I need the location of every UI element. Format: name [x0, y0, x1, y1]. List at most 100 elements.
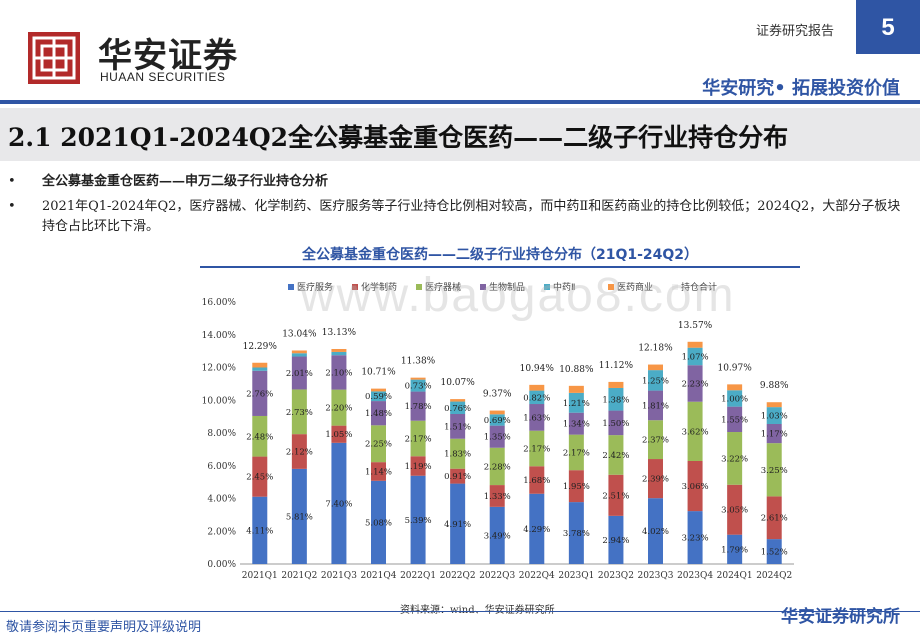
segment-value-label: 1.51%: [444, 422, 471, 432]
bar-segment: [568, 502, 584, 564]
bar-segment: [252, 415, 268, 457]
bar-segment: [331, 425, 347, 443]
segment-value-label: 2.10%: [325, 368, 352, 378]
bar-segment: [529, 466, 545, 494]
total-value-label: 11.38%: [401, 357, 436, 367]
bar-segment: [727, 406, 743, 433]
bar-segment: [371, 401, 386, 426]
bar-segment: [410, 456, 426, 476]
total-value-label: 13.13%: [322, 328, 357, 338]
bar-segment: [727, 384, 743, 391]
segment-value-label: 2.39%: [642, 475, 669, 485]
source-note: 资料来源：wind、华安证券研究所: [400, 601, 555, 616]
bar-segment: [529, 493, 545, 564]
bar-segment: [291, 353, 307, 357]
bar-segment: [252, 370, 268, 416]
bar-segment: [529, 404, 545, 431]
segment-value-label: 0.73%: [405, 382, 432, 392]
segment-value-label: 3.62%: [682, 427, 709, 437]
x-category-label: 2024Q2: [756, 571, 792, 581]
total-value-label: 9.88%: [760, 381, 789, 391]
segment-value-label: 1.35%: [484, 433, 511, 443]
total-value-label: 12.29%: [243, 342, 278, 352]
bar-segment: [766, 539, 782, 564]
y-tick-label: 2.00%: [207, 527, 236, 537]
total-value-label: 10.97%: [717, 363, 752, 373]
y-tick-label: 10.00%: [202, 396, 237, 406]
header-divider: [0, 100, 920, 104]
bar-segment: [371, 388, 386, 392]
bar-segment: [687, 401, 703, 462]
segment-value-label: 4.29%: [523, 525, 550, 535]
bar-segment: [489, 506, 505, 564]
y-tick-label: 14.00%: [202, 331, 237, 341]
bar-segment: [371, 462, 386, 481]
watermark: www.baogao8.com: [300, 269, 736, 322]
segment-value-label: 0.82%: [523, 393, 550, 403]
segment-value-label: 1.07%: [682, 352, 709, 362]
bar-segment: [766, 423, 782, 444]
bar-segment: [727, 534, 743, 564]
legend-swatch: [480, 284, 486, 290]
bar-segment: [568, 412, 584, 435]
segment-value-label: 1.17%: [761, 430, 788, 440]
segment-value-label: 1.48%: [365, 409, 392, 419]
bar-segment: [529, 430, 545, 467]
bar-segment: [252, 367, 268, 371]
y-tick-label: 12.00%: [202, 364, 237, 374]
disclaimer-link[interactable]: 敬请参阅末页重要声明及评级说明: [6, 620, 202, 635]
total-value-label: 10.94%: [520, 364, 555, 374]
segment-value-label: 2.12%: [286, 448, 313, 458]
legend-label: 医药商业: [617, 281, 653, 293]
bar-segment: [766, 407, 782, 424]
segment-value-label: 1.63%: [523, 413, 550, 423]
segment-value-label: 2.23%: [682, 379, 709, 389]
x-category-label: 2021Q2: [281, 571, 317, 581]
legend-swatch: [672, 284, 678, 290]
x-category-label: 2022Q3: [479, 571, 515, 581]
bar-segment: [608, 410, 624, 436]
legend-swatch: [352, 284, 358, 290]
page-number: 5: [856, 0, 920, 54]
bar-segment: [608, 381, 624, 388]
segment-value-label: 2.48%: [246, 432, 273, 442]
stacked-bar-chart: 医疗服务 化学制药 医疗器械 生物制品 中药Ⅱ 医药商业 持仓合计 0.00% 2.00% 4.0…: [202, 281, 794, 581]
segment-value-label: 2.17%: [563, 448, 590, 458]
segment-value-label: 1.52%: [761, 548, 788, 558]
segment-value-label: 2.45%: [246, 473, 273, 483]
legend-label: 中药Ⅱ: [553, 281, 575, 293]
bar-segment: [568, 470, 584, 503]
bar-segment: [410, 377, 426, 380]
bar-segment: [727, 484, 743, 535]
segment-value-label: 7.40%: [325, 499, 352, 509]
x-category-label: 2022Q4: [519, 571, 555, 581]
segment-value-label: 3.06%: [682, 482, 709, 492]
bar-segment: [331, 442, 347, 564]
segment-value-label: 2.42%: [602, 451, 629, 461]
bar-segment: [450, 399, 466, 402]
segment-value-label: 2.28%: [484, 462, 511, 472]
legend-label: 医疗服务: [297, 281, 333, 293]
chart-title-underline: [200, 266, 800, 268]
bar-segment: [291, 389, 307, 435]
segment-value-label: 2.76%: [246, 389, 273, 399]
segment-value-label: 2.37%: [642, 436, 669, 446]
bar-segment: [252, 362, 268, 368]
bar-segment: [608, 474, 624, 516]
total-value-label: 10.07%: [440, 378, 475, 388]
bar-segment: [687, 461, 703, 512]
segment-value-label: 2.51%: [602, 491, 629, 501]
bar-segment: [371, 425, 386, 463]
bar-segment: [450, 438, 466, 469]
y-tick-label: 16.00%: [202, 298, 237, 308]
segment-value-label: 1.81%: [642, 401, 669, 411]
footer-divider: [0, 611, 920, 612]
bar-segment: [450, 483, 466, 564]
bar-segment: [331, 351, 347, 356]
legend-swatch: [608, 284, 614, 290]
bar-segment: [331, 348, 347, 352]
bar-segment: [489, 414, 505, 426]
section-title: 2.1 2021Q1-2024Q2全公募基金重仓医药——二级子行业持仓分布: [8, 123, 789, 152]
bar-segment: [648, 459, 663, 499]
x-category-label: 2024Q1: [717, 571, 753, 581]
